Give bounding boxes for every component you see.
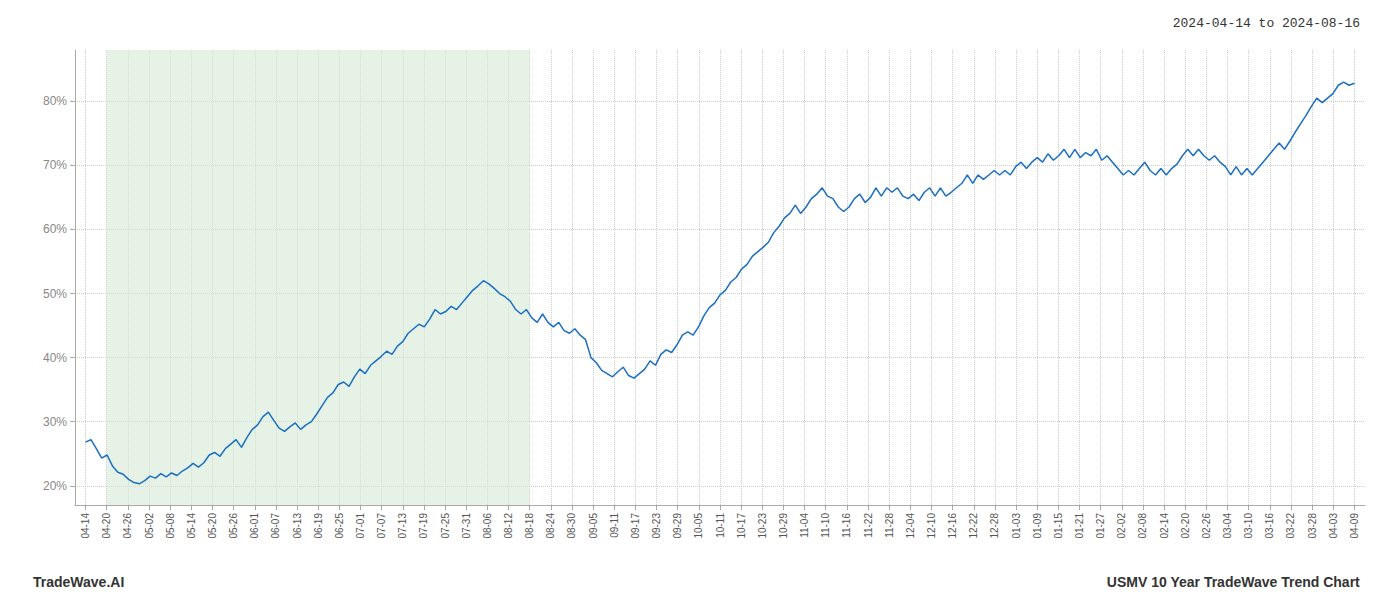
svg-text:08-24: 08-24 [545, 513, 556, 539]
svg-text:01-27: 01-27 [1095, 513, 1106, 539]
svg-text:06-01: 06-01 [249, 513, 260, 539]
svg-text:10-17: 10-17 [736, 513, 747, 539]
svg-text:07-01: 07-01 [355, 513, 366, 539]
svg-text:01-21: 01-21 [1074, 513, 1085, 539]
svg-text:10-23: 10-23 [757, 513, 768, 539]
svg-text:03-10: 03-10 [1243, 513, 1254, 539]
svg-text:07-25: 07-25 [440, 513, 451, 539]
svg-text:03-28: 03-28 [1307, 513, 1318, 539]
svg-text:04-26: 04-26 [122, 513, 133, 539]
svg-text:04-20: 04-20 [101, 513, 112, 539]
svg-text:12-10: 12-10 [926, 513, 937, 539]
svg-text:12-16: 12-16 [947, 513, 958, 539]
svg-text:11-28: 11-28 [884, 513, 895, 538]
svg-text:02-02: 02-02 [1116, 513, 1127, 539]
svg-text:07-07: 07-07 [376, 513, 387, 539]
svg-text:80%: 80% [43, 94, 67, 108]
svg-text:02-14: 02-14 [1159, 513, 1170, 539]
svg-text:TradeWave.AI: TradeWave.AI [33, 574, 124, 590]
svg-text:02-20: 02-20 [1180, 513, 1191, 539]
svg-text:05-14: 05-14 [186, 513, 197, 539]
svg-text:11-22: 11-22 [863, 513, 874, 538]
svg-text:09-05: 09-05 [588, 513, 599, 539]
svg-text:08-30: 08-30 [566, 513, 577, 539]
svg-text:02-26: 02-26 [1201, 513, 1212, 539]
svg-text:30%: 30% [43, 415, 67, 429]
svg-text:07-13: 07-13 [397, 513, 408, 539]
svg-text:40%: 40% [43, 351, 67, 365]
svg-text:01-03: 01-03 [1011, 513, 1022, 539]
svg-text:02-08: 02-08 [1137, 513, 1148, 539]
svg-text:05-26: 05-26 [228, 513, 239, 539]
svg-text:11-04: 11-04 [799, 513, 810, 538]
svg-text:20%: 20% [43, 479, 67, 493]
svg-text:10-05: 10-05 [693, 513, 704, 539]
svg-text:12-04: 12-04 [905, 513, 916, 539]
svg-text:05-08: 05-08 [165, 513, 176, 539]
svg-text:12-22: 12-22 [968, 513, 979, 539]
svg-text:01-15: 01-15 [1053, 513, 1064, 539]
svg-text:05-20: 05-20 [207, 513, 218, 539]
svg-text:04-14: 04-14 [80, 513, 91, 539]
svg-text:04-03: 04-03 [1328, 513, 1339, 539]
svg-text:06-07: 06-07 [270, 513, 281, 539]
svg-text:03-04: 03-04 [1222, 513, 1233, 539]
svg-text:12-28: 12-28 [989, 513, 1000, 539]
svg-text:09-23: 09-23 [651, 513, 662, 539]
svg-text:11-16: 11-16 [841, 513, 852, 538]
svg-text:60%: 60% [43, 222, 67, 236]
svg-text:11-10: 11-10 [820, 513, 831, 538]
svg-text:10-11: 10-11 [715, 513, 726, 538]
svg-text:50%: 50% [43, 287, 67, 301]
svg-text:2024-04-14 to 2024-08-16: 2024-04-14 to 2024-08-16 [1173, 16, 1360, 31]
svg-text:06-19: 06-19 [313, 513, 324, 539]
svg-text:03-16: 03-16 [1264, 513, 1275, 539]
svg-text:06-13: 06-13 [292, 513, 303, 539]
svg-text:01-09: 01-09 [1032, 513, 1043, 539]
svg-text:07-31: 07-31 [461, 513, 472, 539]
svg-text:08-06: 08-06 [482, 513, 493, 539]
svg-text:04-09: 04-09 [1349, 513, 1360, 539]
svg-text:09-11: 09-11 [609, 513, 620, 538]
svg-text:09-29: 09-29 [672, 513, 683, 539]
svg-text:08-18: 08-18 [524, 513, 535, 539]
svg-text:07-19: 07-19 [418, 513, 429, 539]
svg-text:USMV 10 Year TradeWave Trend C: USMV 10 Year TradeWave Trend Chart [1107, 574, 1360, 590]
svg-text:09-17: 09-17 [630, 513, 641, 539]
svg-text:10-29: 10-29 [778, 513, 789, 539]
svg-text:06-25: 06-25 [334, 513, 345, 539]
svg-text:03-22: 03-22 [1285, 513, 1296, 539]
svg-text:70%: 70% [43, 158, 67, 172]
svg-text:08-12: 08-12 [503, 513, 514, 539]
svg-text:05-02: 05-02 [144, 513, 155, 539]
